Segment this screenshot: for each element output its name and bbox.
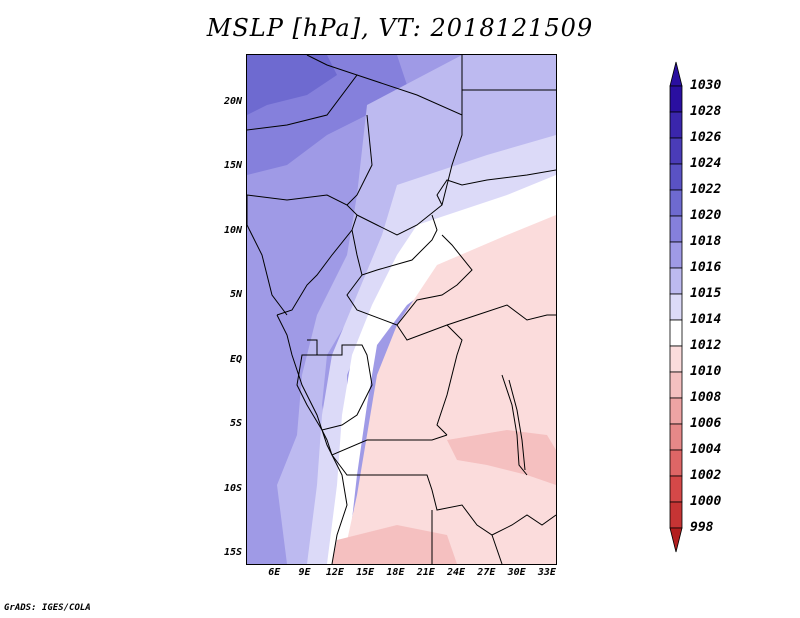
colorbar-swatch <box>669 423 683 451</box>
pressure-field-1014 <box>327 175 556 564</box>
colorbar-swatch <box>669 111 683 139</box>
colorbar-label: 998 <box>690 520 714 535</box>
lat-label: 10N <box>223 224 242 236</box>
colorbar-swatch <box>669 189 683 217</box>
lon-label: 9E <box>298 567 311 578</box>
colorbar-swatch <box>669 215 683 243</box>
colorbar-swatch <box>669 397 683 425</box>
map-area <box>246 54 557 565</box>
colorbar-label: 1006 <box>690 416 722 431</box>
pressure-field-1010-east <box>447 430 556 485</box>
pressure-field-1012 <box>342 215 556 564</box>
colorbar-label: 1022 <box>690 182 722 197</box>
colorbar-top-arrow <box>669 61 683 87</box>
colorbar-swatch <box>669 293 683 321</box>
colorbar-label: 1030 <box>690 78 722 93</box>
colorbar <box>669 61 683 553</box>
colorbar-swatch <box>669 267 683 295</box>
lon-label: 30E <box>507 567 526 578</box>
lat-label: 5N <box>229 289 242 301</box>
lat-label: 5S <box>229 418 242 430</box>
colorbar-swatch <box>669 85 683 113</box>
lat-label: 20N <box>223 95 242 107</box>
colorbar-swatch <box>669 345 683 373</box>
lon-label: 33E <box>537 567 556 578</box>
country-borders <box>247 55 556 564</box>
colorbar-label: 1018 <box>690 234 722 249</box>
lon-label: 18E <box>386 567 405 578</box>
colorbar-label: 1000 <box>690 494 722 509</box>
colorbar-label: 1012 <box>690 338 722 353</box>
colorbar-swatch <box>669 475 683 503</box>
colorbar-swatch <box>669 501 683 529</box>
colorbar-label: 1010 <box>690 364 722 379</box>
lon-label: 27E <box>477 567 496 578</box>
lon-label: 15E <box>356 567 375 578</box>
colorbar-label: 1002 <box>690 468 722 483</box>
colorbar-swatch <box>669 137 683 165</box>
lat-label: 15N <box>223 160 242 172</box>
lon-label: 12E <box>325 567 344 578</box>
colorbar-swatch <box>669 163 683 191</box>
colorbar-swatch <box>669 371 683 399</box>
colorbar-swatch <box>669 241 683 269</box>
colorbar-label: 1026 <box>690 130 722 145</box>
colorbar-label: 1020 <box>690 208 722 223</box>
grads-credit: GrADS: IGES/COLA <box>4 603 91 613</box>
colorbar-label: 1014 <box>690 312 722 327</box>
colorbar-label: 1024 <box>690 156 722 171</box>
lon-label: 21E <box>416 567 435 578</box>
colorbar-label: 1016 <box>690 260 722 275</box>
colorbar-label: 1008 <box>690 390 722 405</box>
map-svg <box>247 55 556 564</box>
lat-label: EQ <box>229 353 242 365</box>
lon-label: 24E <box>447 567 466 578</box>
lon-label: 6E <box>268 567 281 578</box>
lat-label: 10S <box>223 482 242 494</box>
colorbar-label: 1015 <box>690 286 722 301</box>
plot-title: MSLP [hPa], VT: 2018121509 <box>206 14 594 42</box>
pressure-field-1010-south <box>332 525 457 564</box>
pressure-field-1022 <box>247 55 337 115</box>
colorbar-swatch <box>669 449 683 477</box>
colorbar-label: 1028 <box>690 104 722 119</box>
colorbar-label: 1004 <box>690 442 722 457</box>
lat-label: 15S <box>223 546 242 558</box>
colorbar-bottom-arrow <box>669 527 683 553</box>
colorbar-swatch <box>669 319 683 347</box>
